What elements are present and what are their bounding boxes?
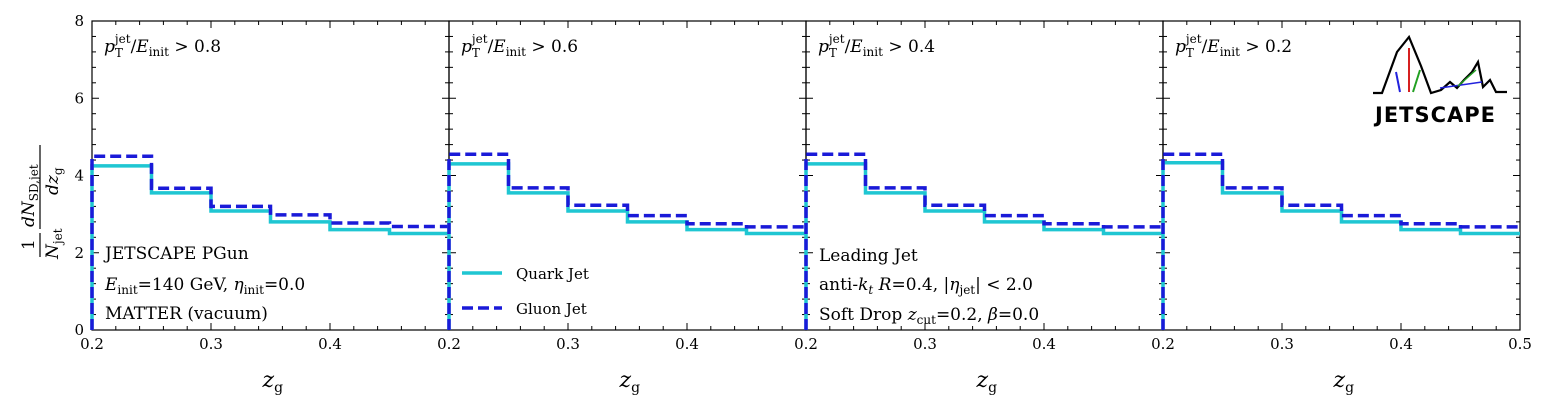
legend-gluon-label: Gluon Jet — [516, 300, 587, 318]
x-axis-label: zg — [976, 368, 998, 396]
ylabel-dn: dNSD,jet — [19, 164, 41, 227]
panel-4-gluon-histogram — [1161, 152, 1520, 330]
x-tick-label: 0.3 — [913, 335, 937, 353]
ann1-line1: JETSCAPE PGun — [103, 244, 249, 264]
ylabel-njet: Njet — [43, 228, 65, 260]
ann1-line3: MATTER (vacuum) — [105, 304, 268, 324]
legend-quark-label: Quark Jet — [516, 265, 589, 283]
ann3-line1: Leading Jet — [819, 246, 918, 266]
panel-3-title: pTjet/Einit > 0.4 — [818, 32, 935, 60]
y-axis-label: 1 Njet dNSD,jet dzg — [19, 145, 65, 260]
panel-1-gluon-histogram — [90, 154, 449, 330]
panel-4-frame — [1162, 20, 1521, 331]
y-tick-label: 6 — [74, 89, 84, 107]
x-tick-label: 0.4 — [675, 335, 699, 353]
panel-3-gluon-histogram — [804, 152, 1163, 330]
legend: Quark Jet Gluon Jet — [462, 265, 589, 318]
y-tick-label: 0 — [74, 321, 84, 339]
ann3-line2: anti-kt R=0.4, |ηjet| < 2.0 — [819, 275, 1033, 297]
logo-blue-track-icon — [1395, 71, 1401, 93]
x-axis-label: zg — [262, 368, 284, 396]
x-tick-label: 0.2 — [1151, 335, 1175, 353]
panel-2-quark-histogram — [447, 162, 806, 330]
x-axis-label: zg — [1333, 368, 1355, 396]
x-axis-label: zg — [619, 368, 641, 396]
x-tick-label: 0.4 — [318, 335, 342, 353]
y-tick-label: 8 — [74, 12, 84, 30]
x-tick-label: 0.2 — [794, 335, 818, 353]
ylabel-dz: dzg — [43, 167, 65, 195]
x-tick-label: 0.3 — [556, 335, 580, 353]
ann3-line3: Soft Drop zcut=0.2, β=0.0 — [819, 305, 1039, 327]
panel-4-quark-histogram — [1161, 161, 1520, 330]
panel3-annotation: Leading Jet anti-kt R=0.4, |ηjet| < 2.0 … — [819, 246, 1039, 327]
panel-1-title: pTjet/Einit > 0.8 — [104, 32, 221, 60]
panel-2-gluon-histogram — [447, 152, 806, 330]
ann1-line2: Einit=140 GeV, ηinit=0.0 — [104, 275, 305, 297]
panel1-annotation: JETSCAPE PGun Einit=140 GeV, ηinit=0.0 M… — [103, 244, 305, 324]
x-tick-label: 0.2 — [437, 335, 461, 353]
x-tick-label: 0.4 — [1389, 335, 1413, 353]
panel-2-title: pTjet/Einit > 0.6 — [461, 32, 578, 60]
y-tick-label: 4 — [74, 167, 84, 185]
ylabel-one: 1 — [19, 239, 39, 250]
logo-green-track-icon — [1412, 69, 1421, 93]
x-tick-label: 0.3 — [199, 335, 223, 353]
x-tick-label: 0.5 — [1508, 335, 1532, 353]
jetscape-logo: JETSCAPE — [1373, 34, 1507, 127]
panel-2-frame — [448, 20, 807, 331]
x-tick-label: 0.4 — [1032, 335, 1056, 353]
x-tick-label: 0.2 — [80, 335, 104, 353]
x-tick-label: 0.3 — [1270, 335, 1294, 353]
logo-mountain-icon — [1373, 34, 1507, 95]
logo-small-track-icon — [1439, 81, 1483, 89]
logo-text: JETSCAPE — [1373, 103, 1496, 127]
y-tick-label: 2 — [74, 244, 84, 262]
panel-4-title: pTjet/Einit > 0.2 — [1175, 32, 1292, 60]
